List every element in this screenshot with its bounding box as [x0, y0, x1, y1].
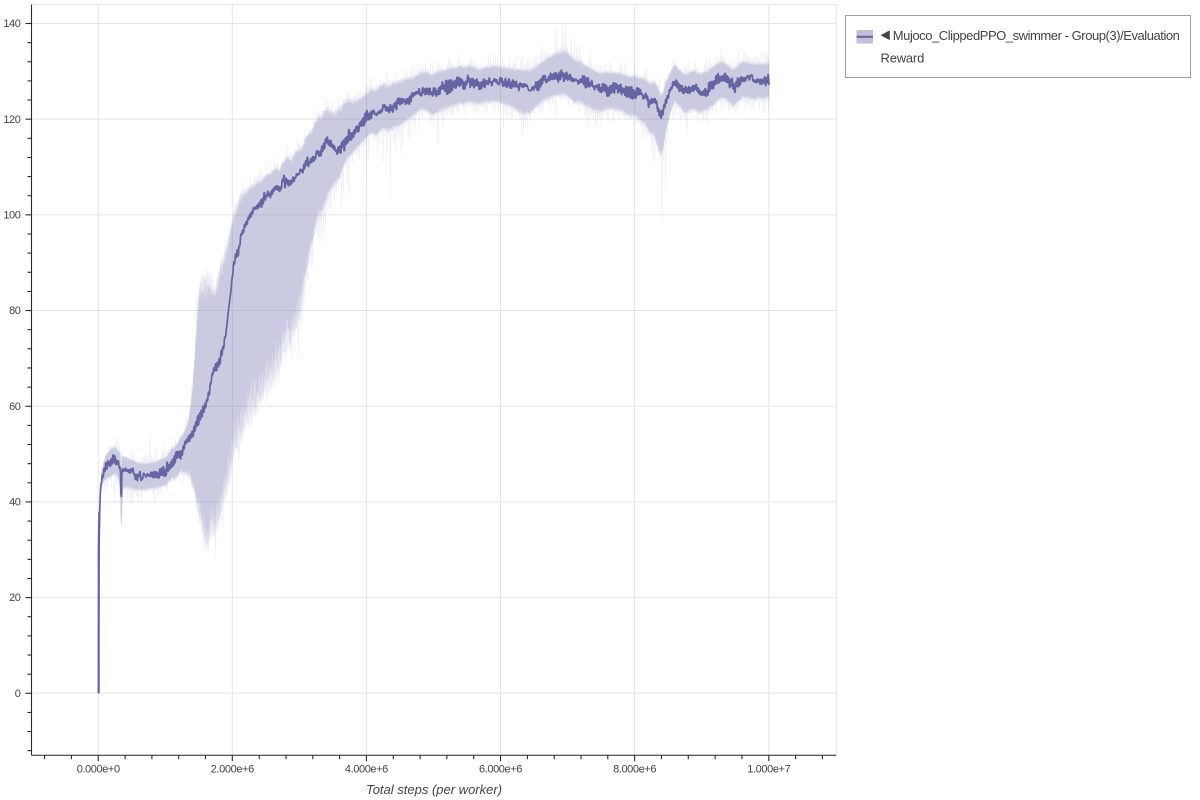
svg-text:40: 40	[9, 497, 21, 509]
svg-text:8.000e+6: 8.000e+6	[613, 764, 656, 776]
svg-text:0.000e+0: 0.000e+0	[77, 764, 120, 776]
svg-text:0: 0	[15, 688, 21, 700]
svg-text:100: 100	[3, 210, 20, 222]
svg-text:20: 20	[9, 592, 21, 604]
svg-text:2.000e+6: 2.000e+6	[211, 764, 254, 776]
svg-text:6.000e+6: 6.000e+6	[479, 764, 522, 776]
svg-text:80: 80	[9, 305, 21, 317]
svg-text:1.000e+7: 1.000e+7	[747, 764, 790, 776]
svg-text:Reward: Reward	[881, 50, 925, 65]
svg-text:120: 120	[3, 114, 20, 126]
svg-text:Mujoco_ClippedPPO_swimmer - Gr: Mujoco_ClippedPPO_swimmer - Group(3)/Eva…	[893, 28, 1180, 43]
svg-text:140: 140	[3, 18, 20, 30]
svg-text:4.000e+6: 4.000e+6	[345, 764, 388, 776]
svg-text:Total steps (per worker): Total steps (per worker)	[366, 782, 502, 797]
svg-text:60: 60	[9, 401, 21, 413]
